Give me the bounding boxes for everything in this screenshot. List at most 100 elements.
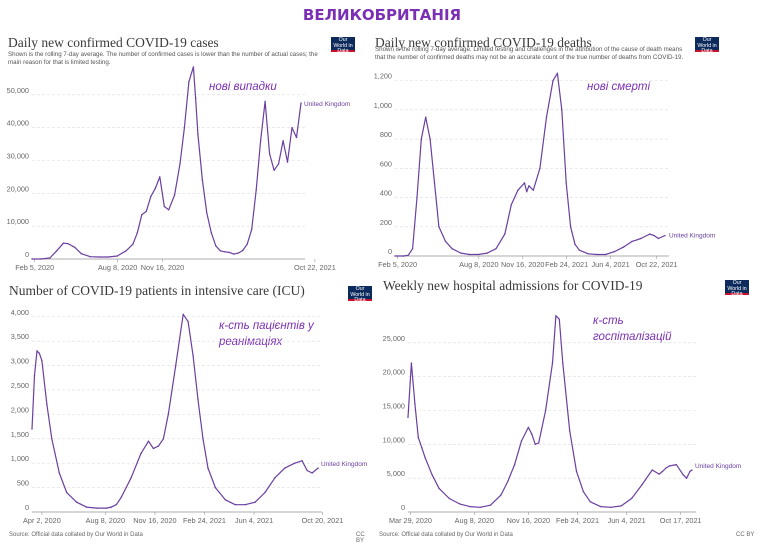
data-point xyxy=(173,194,176,196)
data-point xyxy=(183,126,186,129)
data-point xyxy=(438,226,440,228)
y-tick-label: 200 xyxy=(380,218,392,227)
data-point xyxy=(51,438,53,440)
x-tick-label: Feb 24, 2021 xyxy=(556,516,599,525)
data-point xyxy=(125,250,127,252)
data-point xyxy=(210,232,213,234)
data-point xyxy=(613,250,616,253)
y-tick-label: 1,500 xyxy=(11,430,29,439)
y-tick-label: 1,000 xyxy=(374,101,392,110)
y-tick-label: 0 xyxy=(25,503,29,512)
data-point xyxy=(495,247,497,250)
data-point xyxy=(545,116,548,118)
data-point xyxy=(192,66,195,68)
owid-logo[interactable]: Our World in Data xyxy=(725,280,749,297)
owid-logo[interactable]: Our World in Data xyxy=(695,37,719,54)
data-point xyxy=(610,506,612,508)
data-point xyxy=(537,442,540,444)
data-point xyxy=(429,138,431,140)
data-point xyxy=(574,243,576,246)
data-point xyxy=(620,505,622,507)
data-point xyxy=(532,189,534,191)
data-point xyxy=(640,237,642,240)
data-point xyxy=(568,430,571,432)
data-point xyxy=(268,153,271,155)
x-tick-label: Feb 5, 2020 xyxy=(15,263,54,272)
data-point xyxy=(206,212,208,214)
data-point xyxy=(244,503,246,506)
data-point xyxy=(215,245,217,247)
data-point xyxy=(311,472,313,474)
data-point xyxy=(555,315,557,317)
data-point xyxy=(504,233,506,235)
data-point xyxy=(431,474,433,476)
license-note: CC BY xyxy=(736,532,755,538)
data-point xyxy=(250,228,253,231)
data-point xyxy=(301,460,303,462)
owid-logo[interactable]: Our World in Data xyxy=(331,37,355,54)
y-tick-label: 40,000 xyxy=(7,119,29,128)
data-point xyxy=(201,179,204,181)
data-point xyxy=(89,256,91,258)
data-point xyxy=(145,210,148,213)
data-point xyxy=(438,487,440,490)
y-tick-label: 0 xyxy=(25,250,29,259)
data-point xyxy=(179,163,181,165)
data-point xyxy=(565,182,567,184)
y-tick-label: 3,500 xyxy=(11,332,29,341)
y-tick-label: 25,000 xyxy=(383,334,405,343)
data-point xyxy=(665,467,667,469)
y-tick-label: 500 xyxy=(17,479,29,488)
data-point xyxy=(685,477,688,479)
data-point xyxy=(517,189,519,191)
data-point xyxy=(110,506,113,508)
chart-panel-deaths: Daily new confirmed COVID-19 deaths Show… xyxy=(370,30,764,280)
data-point xyxy=(661,470,664,473)
data-point xyxy=(141,213,143,216)
y-tick-label: 10,000 xyxy=(383,435,405,444)
data-point xyxy=(40,258,42,260)
data-point xyxy=(420,138,423,140)
data-point xyxy=(569,226,572,228)
chart-plot: 0 200 400 600 800 1,000 1,200 Feb 5, 2020 Aug 8,… xyxy=(374,72,716,269)
data-point xyxy=(150,195,152,198)
data-point xyxy=(668,465,671,467)
data-point xyxy=(510,204,513,206)
chart-annotation: нові випадки xyxy=(209,81,277,93)
data-point xyxy=(58,472,60,474)
data-point xyxy=(675,463,677,466)
series-line-united-kingdom xyxy=(32,66,302,260)
data-point xyxy=(424,457,426,459)
x-tick-label: Jun 4, 2021 xyxy=(235,516,273,525)
data-point xyxy=(605,253,607,256)
x-tick-label: Aug 8, 2020 xyxy=(98,263,137,272)
owid-logo[interactable]: Our World in Data xyxy=(348,286,372,303)
data-point xyxy=(214,486,217,489)
data-point xyxy=(282,140,284,142)
x-tick-label: Apr 2, 2020 xyxy=(23,516,61,525)
chart-plot: 0 5,000 10,000 15,000 20,000 25,000 Mar 29, 20… xyxy=(383,315,741,525)
x-tick-label: Aug 8, 2020 xyxy=(86,516,125,525)
data-point xyxy=(219,250,221,252)
data-point xyxy=(544,409,547,412)
data-point xyxy=(507,480,509,483)
x-tick-label: Aug 8, 2020 xyxy=(455,516,494,525)
data-point xyxy=(407,416,409,418)
data-point xyxy=(587,253,589,255)
data-point xyxy=(162,438,165,440)
series-line-united-kingdom xyxy=(407,315,693,508)
data-point xyxy=(274,477,276,479)
data-point xyxy=(46,403,48,406)
y-tick-label: 600 xyxy=(380,159,392,168)
data-point xyxy=(228,251,230,254)
data-point xyxy=(197,399,199,401)
data-point xyxy=(49,257,51,259)
data-point xyxy=(539,167,541,170)
page-title: ВЕЛИКОБРИТАНІЯ xyxy=(302,6,462,24)
chart-subtitle: Shown is the rolling 7-day average. The … xyxy=(8,51,318,66)
y-tick-label: 20,000 xyxy=(7,184,29,193)
data-point xyxy=(75,501,78,503)
data-point xyxy=(526,190,528,193)
data-point xyxy=(62,242,65,244)
source-note: Source: Official data collated by Our Wo… xyxy=(9,532,143,538)
